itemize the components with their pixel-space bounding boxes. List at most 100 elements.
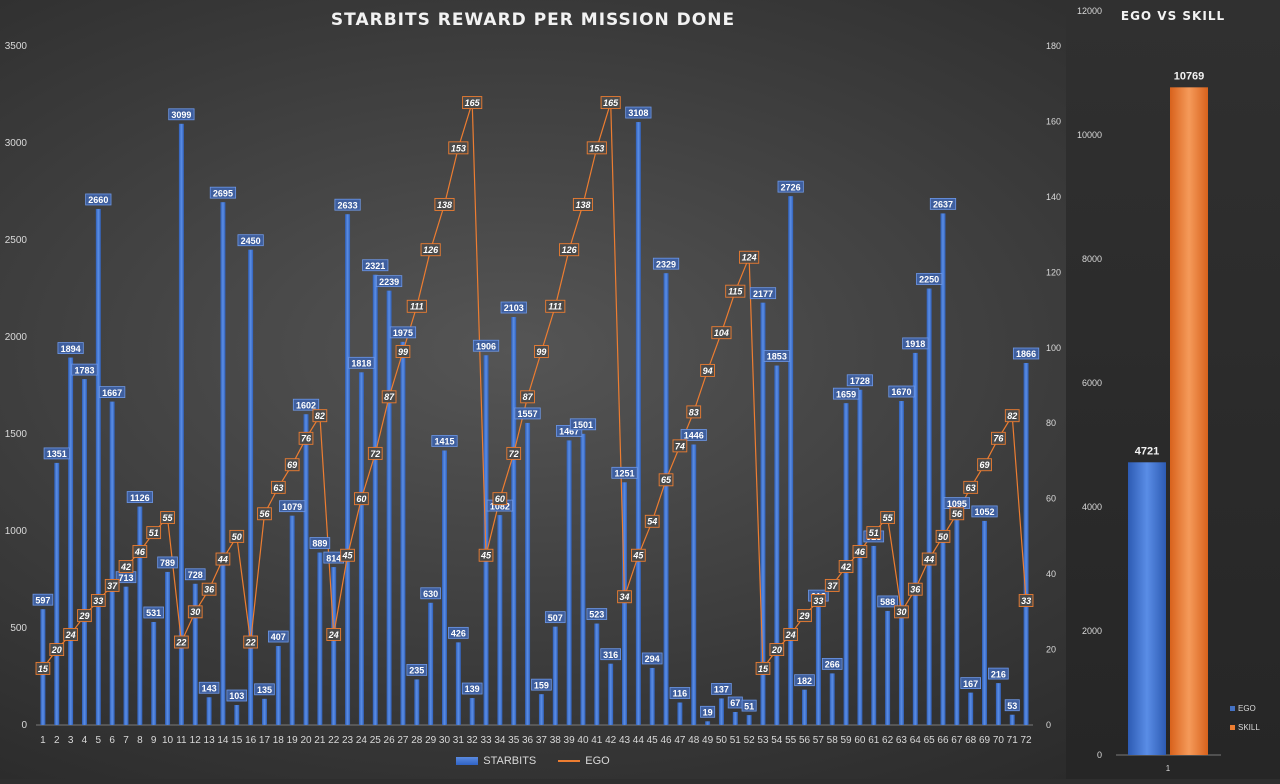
bar-starbits (594, 623, 600, 725)
data-label-ego: 111 (548, 302, 562, 312)
bar-starbits (788, 196, 794, 725)
side-y-tick-label: 12000 (1077, 6, 1102, 16)
bar-starbits (691, 444, 697, 725)
legend-item-ego: EGO (558, 755, 610, 767)
side-y-tick-label: 6000 (1082, 378, 1102, 388)
x-tick-label: 42 (605, 735, 617, 746)
bar-starbits (469, 698, 475, 725)
data-label-box-starbits (85, 193, 112, 206)
data-label-box-starbits (821, 657, 843, 670)
x-tick-label: 38 (550, 735, 562, 746)
data-label-box-ego (824, 578, 840, 592)
data-label-box-starbits (292, 398, 320, 411)
data-label-box-starbits (877, 595, 898, 608)
bar-starbits (261, 698, 267, 725)
data-label-starbits: 588 (880, 597, 895, 607)
bar-starbits (608, 663, 614, 725)
bar-starbits (1009, 714, 1015, 725)
data-label-starbits: 139 (465, 684, 480, 694)
bar-starbits (331, 567, 337, 725)
y-left-tick-label: 3500 (5, 41, 28, 52)
data-label-box-ego (462, 96, 483, 110)
data-label-ego: 42 (120, 562, 131, 572)
data-label-starbits: 1659 (836, 389, 856, 399)
data-label-box-starbits (600, 648, 621, 661)
x-tick-label: 20 (300, 735, 312, 746)
data-label-starbits: 1557 (518, 409, 538, 419)
main-chart-title: STARBITS REWARD PER MISSION DONE (330, 10, 736, 30)
data-label-box-starbits (1012, 347, 1040, 360)
side-legend-label-ego: EGO (1238, 704, 1256, 713)
data-label-ego: 22 (245, 637, 256, 647)
data-label-ego: 46 (854, 547, 866, 557)
data-label-starbits: 1894 (61, 344, 81, 354)
data-label-box-starbits (157, 556, 178, 569)
x-tick-label: 50 (716, 735, 728, 746)
data-label-box-ego (118, 560, 134, 574)
data-label-box-starbits (57, 342, 84, 354)
data-label-box-starbits (611, 466, 638, 479)
bar-starbits (677, 702, 683, 725)
bar-starbits (386, 290, 392, 725)
y-right-tick-label: 20 (1046, 645, 1056, 655)
x-tick-label: 23 (342, 735, 354, 746)
data-label-starbits: 135 (257, 685, 272, 695)
data-label-ego: 44 (217, 554, 228, 564)
data-label-ego: 50 (938, 532, 948, 542)
x-tick-label: 26 (384, 735, 396, 746)
data-label-box-starbits (794, 674, 815, 687)
bar-starbits (525, 422, 531, 725)
data-label-ego: 60 (356, 494, 366, 504)
data-label-starbits: 159 (534, 680, 549, 690)
data-label-starbits: 3108 (628, 108, 648, 118)
data-label-box-ego (907, 582, 923, 596)
data-label-box-ego (755, 661, 771, 675)
data-label-starbits: 316 (603, 650, 618, 660)
data-label-box-starbits (334, 198, 361, 211)
data-label-ego: 165 (465, 98, 481, 108)
data-label-box-starbits (916, 273, 943, 285)
x-tick-label: 54 (771, 735, 783, 746)
y-right-tick-label: 140 (1046, 192, 1061, 202)
data-label-box-ego (631, 548, 646, 562)
y-left-tick-label: 0 (21, 720, 27, 731)
data-label-ego: 46 (134, 547, 146, 557)
x-tick-label: 63 (896, 735, 908, 746)
data-label-box-starbits (448, 626, 469, 639)
x-tick-label: 9 (151, 735, 157, 746)
bar-starbits (829, 673, 835, 725)
x-tick-label: 56 (799, 735, 811, 746)
x-tick-label: 53 (757, 735, 769, 746)
data-label-box-starbits (569, 418, 597, 431)
data-label-box-ego (783, 628, 799, 641)
data-label-starbits: 235 (409, 666, 424, 676)
data-label-ego: 76 (301, 434, 312, 444)
bar-starbits (317, 552, 323, 725)
data-label-box-starbits (1004, 699, 1020, 712)
data-label-ego: 15 (758, 664, 769, 674)
bar-starbits (580, 433, 586, 725)
data-label-box-starbits (514, 407, 541, 420)
data-label-box-ego (395, 345, 411, 358)
x-tick-label: 2 (54, 735, 60, 746)
data-label-starbits: 1501 (573, 420, 593, 430)
data-label-ego: 22 (175, 637, 186, 647)
data-label-ego: 42 (840, 562, 851, 572)
data-label-box-starbits (348, 356, 375, 369)
data-label-box-ego (700, 363, 715, 377)
data-label-box-ego (215, 552, 231, 566)
x-tick-label: 47 (674, 735, 686, 746)
data-label-starbits: 103 (229, 691, 244, 701)
bar-starbits (635, 122, 641, 726)
side-y-tick-label: 2000 (1082, 626, 1102, 636)
data-label-box-starbits (226, 689, 248, 702)
data-label-box-starbits (420, 587, 441, 600)
data-label-ego: 111 (410, 302, 424, 312)
x-tick-label: 5 (96, 735, 102, 746)
data-label-box-ego (77, 609, 92, 623)
bar-starbits (372, 274, 378, 725)
data-label-box-ego (1018, 594, 1034, 607)
data-label-box-ego (63, 628, 78, 641)
x-tick-label: 16 (245, 735, 257, 746)
data-label-box-ego (534, 345, 549, 358)
